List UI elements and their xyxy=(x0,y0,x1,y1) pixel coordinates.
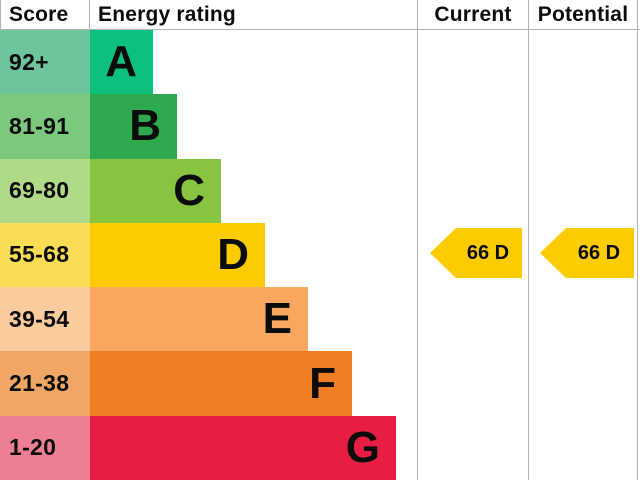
score-range-cell-e: 39-54 xyxy=(0,287,90,352)
score-range-cell-a: 92+ xyxy=(0,30,90,95)
band-letter-e: E xyxy=(262,294,292,344)
score-range-cell-c: 69-80 xyxy=(0,158,90,223)
current-rating-value: 66 D xyxy=(466,241,510,264)
potential-column-header: Potential xyxy=(537,3,629,26)
score-column-header: Score xyxy=(9,3,69,26)
energy-band-bar-g: G xyxy=(90,415,396,480)
energy-rating-column-header: Energy rating xyxy=(98,3,236,26)
potential-column-left-divider xyxy=(528,0,529,480)
band-letter-d: D xyxy=(217,229,249,279)
energy-band-bar-f: F xyxy=(90,351,352,416)
score-energy-divider xyxy=(89,0,90,30)
band-letter-b: B xyxy=(129,101,161,151)
current-column-header: Current xyxy=(434,3,512,26)
score-range-cell-f: 21-38 xyxy=(0,351,90,416)
current-column-left-divider xyxy=(417,0,418,480)
energy-band-bar-b: B xyxy=(90,94,177,159)
energy-band-bar-a: A xyxy=(90,30,153,95)
score-range-cell-b: 81-91 xyxy=(0,94,90,159)
energy-band-bar-e: E xyxy=(90,287,308,352)
table-left-border xyxy=(0,0,1,30)
potential-rating-value: 66 D xyxy=(577,241,621,264)
energy-band-bar-c: C xyxy=(90,158,221,223)
energy-band-bar-d: D xyxy=(90,222,265,288)
score-range-cell-g: 1-20 xyxy=(0,415,90,480)
table-right-border xyxy=(637,0,638,480)
band-letter-f: F xyxy=(309,358,336,408)
header-divider-line xyxy=(0,29,640,30)
band-letter-a: A xyxy=(105,37,137,87)
current-rating-arrow: 66 D xyxy=(430,228,522,278)
band-letter-c: C xyxy=(173,165,205,215)
potential-rating-arrow: 66 D xyxy=(540,228,634,278)
score-range-cell-d: 55-68 xyxy=(0,222,90,288)
band-letter-g: G xyxy=(345,422,380,472)
